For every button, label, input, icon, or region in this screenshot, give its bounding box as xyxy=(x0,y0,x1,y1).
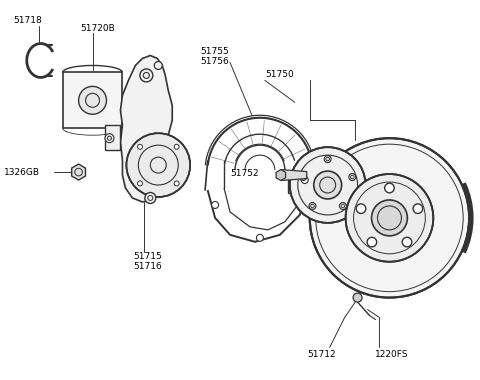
Circle shape xyxy=(154,62,162,70)
Circle shape xyxy=(105,134,114,142)
Circle shape xyxy=(384,183,394,193)
Circle shape xyxy=(349,174,356,180)
Circle shape xyxy=(372,200,408,236)
Text: 51712: 51712 xyxy=(308,350,336,359)
Polygon shape xyxy=(120,55,172,202)
Text: 51750: 51750 xyxy=(265,70,294,79)
Circle shape xyxy=(301,177,308,184)
Text: 51718: 51718 xyxy=(13,16,42,25)
Circle shape xyxy=(314,171,342,199)
Circle shape xyxy=(79,86,107,114)
Circle shape xyxy=(174,144,179,149)
Circle shape xyxy=(367,237,377,247)
Circle shape xyxy=(145,193,156,203)
Text: 1220FS: 1220FS xyxy=(374,350,408,359)
Circle shape xyxy=(137,181,143,186)
Circle shape xyxy=(339,203,347,209)
Text: 1326GB: 1326GB xyxy=(4,168,40,177)
Circle shape xyxy=(346,174,433,262)
Text: 51720B: 51720B xyxy=(81,24,115,33)
Circle shape xyxy=(356,204,366,214)
Circle shape xyxy=(256,234,264,241)
Polygon shape xyxy=(288,177,313,193)
Polygon shape xyxy=(63,73,122,128)
Circle shape xyxy=(413,204,423,214)
Circle shape xyxy=(310,138,469,298)
Circle shape xyxy=(324,156,331,163)
Polygon shape xyxy=(72,164,85,180)
Circle shape xyxy=(402,237,412,247)
Circle shape xyxy=(212,201,218,209)
Circle shape xyxy=(140,69,153,82)
Polygon shape xyxy=(281,169,307,180)
Circle shape xyxy=(290,147,366,223)
Circle shape xyxy=(174,181,179,186)
Text: 51752: 51752 xyxy=(230,169,259,177)
Circle shape xyxy=(126,133,190,197)
Circle shape xyxy=(300,174,307,180)
Polygon shape xyxy=(106,125,120,150)
Circle shape xyxy=(353,293,362,302)
Text: 51715
51716: 51715 51716 xyxy=(133,252,162,271)
Circle shape xyxy=(309,203,316,209)
Text: 51755
51756: 51755 51756 xyxy=(200,47,229,66)
Circle shape xyxy=(137,144,143,149)
Polygon shape xyxy=(276,169,286,180)
